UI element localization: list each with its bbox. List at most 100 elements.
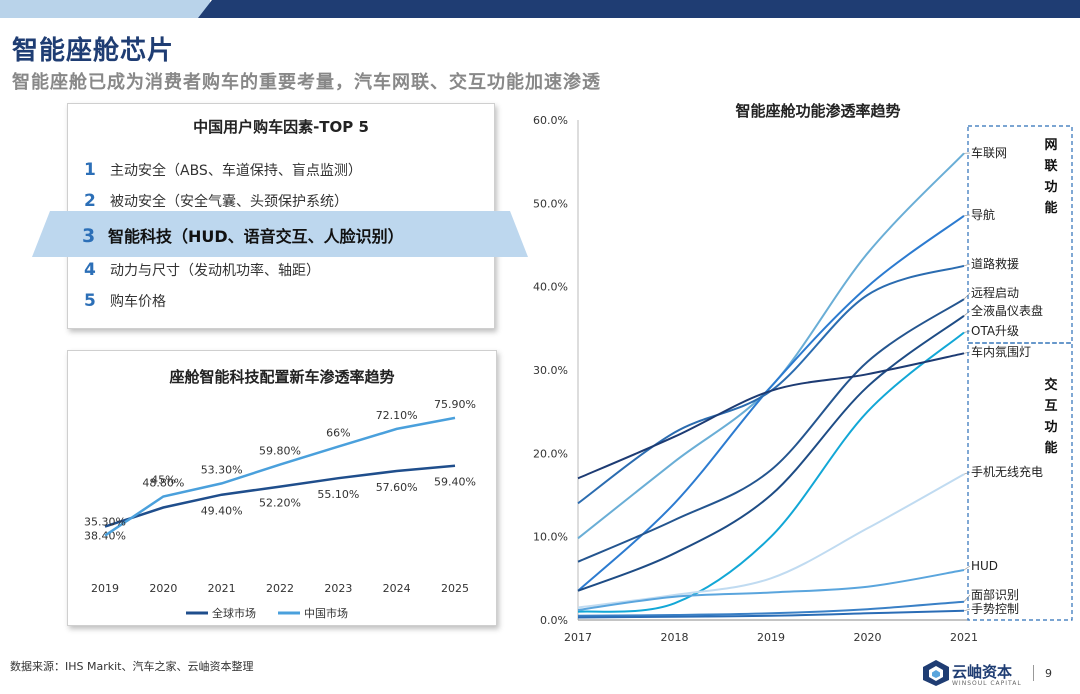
series-label: 手势控制 (971, 602, 1019, 616)
y-tick-label: 0.0% (540, 614, 568, 627)
series-line (577, 473, 965, 609)
top5-item-number: 5 (84, 291, 96, 311)
data-label: 72.10% (376, 409, 418, 422)
top5-item-3-highlighted: 3 智能科技（HUD、语音交互、人脸识别） (82, 223, 404, 247)
series-label: OTA升级 (971, 324, 1019, 338)
series-line (577, 569, 965, 611)
label-leader-line (963, 471, 971, 475)
x-tick-label: 2019 (757, 631, 785, 644)
top5-item-number: 4 (84, 260, 96, 280)
page-number: 9 (1045, 667, 1052, 680)
series-line (577, 331, 965, 613)
top5-item-text: 主动安全（ABS、车道保持、盲点监测） (110, 163, 362, 179)
top5-item-text: 动力与尺寸（发动机功率、轴距） (110, 263, 320, 279)
group-label-char: 交 (1044, 377, 1057, 393)
group-label-char: 网 (1044, 138, 1057, 153)
series-label: 手机无线充电 (971, 464, 1043, 479)
label-leader-line (963, 214, 971, 217)
x-tick-label: 2025 (441, 582, 469, 595)
data-label: 66% (326, 427, 350, 440)
logo-text: 云岫资本 (952, 663, 1013, 681)
page-divider (1033, 665, 1034, 681)
data-label: 49.40% (201, 505, 243, 518)
y-tick-label: 20.0% (533, 447, 568, 460)
label-leader-line (963, 565, 971, 571)
data-label: 35.30% (84, 516, 126, 529)
label-leader-line (963, 608, 971, 612)
series-label: 远程启动 (971, 285, 1019, 300)
x-tick-label: 2017 (564, 631, 592, 644)
data-label: 59.40% (434, 476, 476, 489)
label-leader-line (963, 330, 971, 333)
label-leader-line (963, 310, 971, 317)
x-tick-label: 2024 (383, 582, 411, 595)
page-subtitle: 智能座舱已成为消费者购车的重要考量，汽车网联、交互功能加速渗透 (12, 72, 601, 93)
data-label: 45% (151, 474, 175, 487)
penetration-trend-chart: 座舱智能科技配置新车渗透率趋势 2019 2020 2021 2022 2023 2024 2… (84, 368, 476, 620)
group-label-char: 能 (1044, 440, 1057, 456)
highlight-band (32, 211, 528, 257)
series-label: 车联网 (971, 145, 1007, 160)
legend-label: 全球市场 (212, 606, 256, 620)
y-tick-label: 40.0% (533, 281, 568, 294)
label-leader-line (963, 263, 971, 267)
top5-item-1: 1 主动安全（ABS、车道保持、盲点监测） (84, 160, 362, 180)
chart-title: 智能座舱功能渗透率趋势 (735, 102, 900, 120)
y-tick-label: 50.0% (533, 197, 568, 210)
series-label: 导航 (971, 207, 995, 222)
x-tick-label: 2023 (324, 582, 352, 595)
x-tick-label: 2021 (208, 582, 236, 595)
group-label-char: 能 (1044, 200, 1057, 216)
top5-item-number: 1 (84, 160, 96, 180)
x-tick-label: 2019 (91, 582, 119, 595)
x-tick-label: 2018 (661, 631, 689, 644)
top5-item-5: 5 购车价格 (84, 291, 166, 311)
top5-item-number: 3 (82, 225, 96, 247)
top5-item-text: 被动安全（安全气囊、头颈保护系统） (110, 194, 348, 210)
group-label-char: 功 (1044, 180, 1057, 195)
group-label-char: 互 (1044, 399, 1057, 414)
y-tick-label: 10.0% (533, 531, 568, 544)
x-tick-label: 2022 (266, 582, 294, 595)
data-label: 57.60% (376, 481, 418, 494)
data-label: 75.90% (434, 398, 476, 411)
top5-item-number: 2 (84, 191, 96, 211)
page-title: 智能座舱芯片 (12, 36, 175, 66)
group-label-char: 功 (1044, 420, 1057, 435)
series-label: 道路救援 (971, 256, 1019, 271)
series-line-global (104, 464, 456, 528)
cockpit-function-chart-panel: 智能座舱功能渗透率趋势 0.0% 10.0% 20.0% 30.0% 40.0% 50.0%… (528, 95, 1080, 650)
top5-title: 中国用户购车因素-TOP 5 (193, 118, 369, 136)
penetration-trend-panel: 座舱智能科技配置新车渗透率趋势 2019 2020 2021 2022 2023 2024 2… (67, 350, 497, 626)
y-tick-label: 60.0% (533, 114, 568, 127)
company-logo-icon (923, 660, 949, 686)
series-line (577, 600, 965, 617)
x-tick-label: 2020 (854, 631, 882, 644)
series-line (577, 298, 965, 563)
label-leader-line (963, 292, 971, 300)
data-label: 55.10% (317, 488, 359, 501)
header-accent-bar (0, 0, 210, 18)
data-source-note: 数据来源：IHS Markit、汽车之家、云岫资本整理 (10, 660, 254, 673)
series-line-china (104, 416, 456, 537)
label-leader-line (963, 351, 971, 354)
series-label: 面部识别 (971, 587, 1019, 602)
group-box-interaction (967, 342, 1073, 621)
series-label: 全液晶仪表盘 (971, 303, 1043, 318)
data-label: 48.80% (142, 476, 184, 489)
top5-item-2: 2 被动安全（安全气囊、头颈保护系统） (84, 191, 348, 211)
top5-item-text: 购车价格 (110, 294, 166, 310)
data-label: 38.40% (84, 530, 126, 543)
data-label: 52.20% (259, 497, 301, 510)
top5-item-text: 智能科技（HUD、语音交互、人脸识别） (108, 227, 404, 246)
logo-subtext: WINSOUL CAPITAL (952, 680, 1022, 687)
data-label: 53.30% (201, 463, 243, 476)
data-label: 59.80% (259, 445, 301, 458)
series-line (577, 314, 965, 592)
series-line (577, 214, 965, 592)
group-label-char: 联 (1044, 159, 1057, 174)
x-tick-label: 2020 (149, 582, 177, 595)
label-leader-line (963, 594, 971, 602)
cockpit-function-chart: 智能座舱功能渗透率趋势 0.0% 10.0% 20.0% 30.0% 40.0% 50.0%… (533, 102, 1073, 644)
series-line (577, 264, 965, 505)
